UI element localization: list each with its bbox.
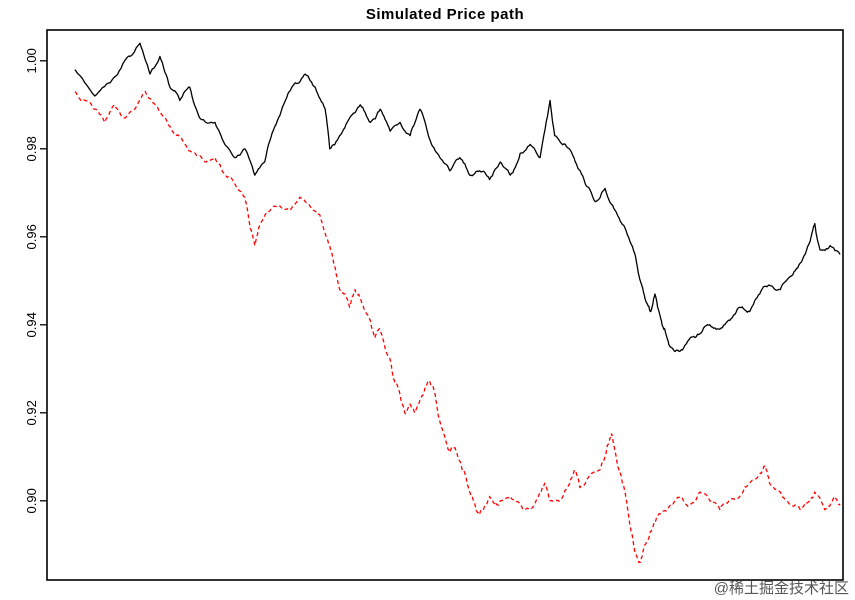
y-tick-label: 0.90	[24, 488, 39, 513]
plot-box	[46, 29, 844, 581]
red-price-path	[74, 90, 841, 564]
y-tick-label: 0.92	[24, 400, 39, 425]
y-tick-label: 0.94	[24, 312, 39, 337]
y-tick-label: 1.00	[24, 48, 39, 73]
chart-title: Simulated Price path	[365, 6, 525, 23]
y-tick-label: 0.98	[24, 136, 39, 161]
y-tick-label: 0.96	[24, 224, 39, 249]
watermark-text: @稀土掘金技术社区	[713, 580, 849, 597]
black-price-path	[74, 42, 841, 353]
